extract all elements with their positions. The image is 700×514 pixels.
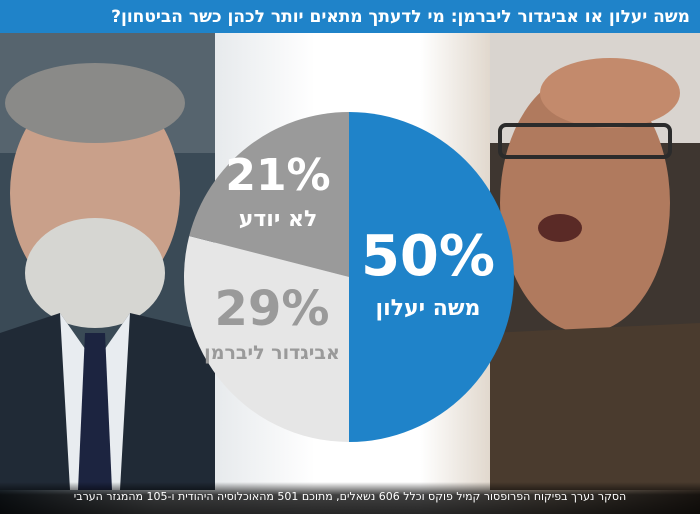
pie-slice	[349, 112, 514, 442]
slice-value-label: 50%	[361, 224, 495, 289]
pie-slice	[189, 112, 349, 277]
footnote: הסקר נערך בפיקוח הפרופסור קמיל פוקס וכלל…	[0, 482, 700, 514]
slice-value-label: 29%	[215, 281, 330, 337]
slice-value-label: 21%	[225, 150, 330, 201]
slice-category-label: אביגדור ליברמן	[204, 342, 340, 364]
pie-slice	[183, 235, 349, 442]
right-portrait-photo	[490, 33, 700, 490]
left-portrait-photo	[0, 33, 215, 490]
slice-category-label: לא יודע	[239, 207, 318, 232]
slice-category-label: משה יעלון	[376, 296, 481, 321]
page-title: משה יעלון או אביגדור ליברמן: מי לדעתך מת…	[0, 0, 700, 33]
